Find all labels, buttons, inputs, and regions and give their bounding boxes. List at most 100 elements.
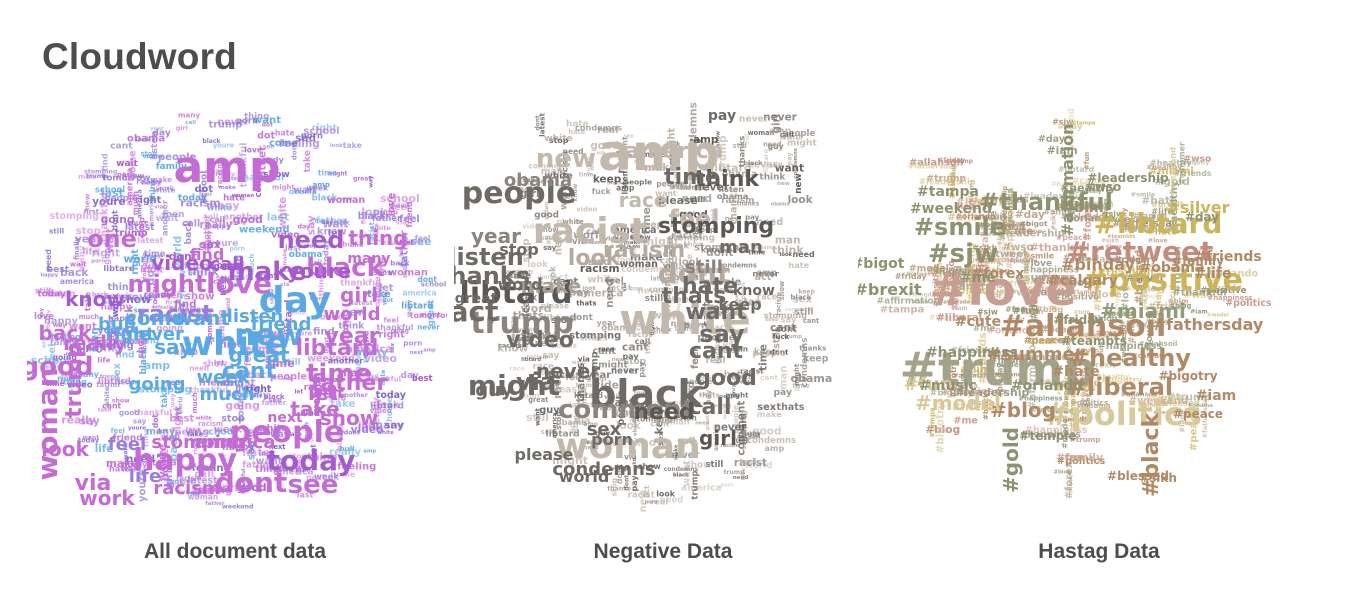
cloud-word: look — [780, 252, 793, 258]
cloud-word: #calgary — [1132, 351, 1168, 360]
cloud-word: #blog — [1091, 313, 1118, 323]
cloud-word: #affirmation — [951, 266, 1010, 276]
cloud-word: dont — [570, 313, 594, 323]
cloud-word: need — [44, 249, 53, 272]
cloud-word: girl — [164, 470, 175, 489]
cloud-word: trump — [724, 469, 746, 476]
cloud-word: #music — [967, 264, 989, 270]
cloud-word: good — [695, 366, 757, 391]
cloud-word: #obama — [977, 221, 1026, 233]
cloud-word: girl — [176, 124, 188, 132]
cloud-word: time — [509, 271, 531, 281]
cloud-word: amp — [765, 443, 785, 453]
cloud-word: world — [178, 397, 184, 415]
cloud-word: amp — [769, 127, 792, 137]
cloud-word: take — [156, 313, 181, 324]
cloud-word: right — [130, 249, 141, 275]
cloud-word: #bigotry — [949, 361, 958, 398]
cloud-word: #family — [1056, 451, 1103, 464]
cloud-word: libtard — [460, 276, 573, 311]
cloud-word: porn — [230, 246, 245, 252]
cloud-word: come — [245, 343, 276, 355]
cloud-word: back — [398, 242, 404, 257]
cloud-word: never — [714, 423, 747, 434]
cloud-word: #forex — [1064, 461, 1075, 499]
cloud-word: find — [313, 327, 335, 338]
cloud-word: keep — [638, 220, 663, 231]
cloud-word: #positive — [1083, 263, 1243, 298]
cloud-word: show — [203, 359, 228, 369]
cloud-word: first — [150, 318, 164, 324]
cloud-word: thanks — [737, 136, 747, 168]
cloud-word: feeling — [170, 427, 209, 438]
cloud-word: finally — [46, 310, 52, 329]
cloud-word: act — [454, 295, 498, 328]
cloud-word: porn — [739, 282, 747, 299]
cloud-word: #summer — [986, 344, 1083, 365]
cloud-word: many — [372, 419, 405, 431]
cloud-word: obama — [313, 376, 338, 384]
cloud-word: #teambts — [1137, 252, 1150, 312]
cloud-word: work — [124, 444, 130, 460]
cloud-word: cant — [650, 419, 669, 428]
cloud-word: #healthy — [1146, 164, 1182, 172]
cloud-word: latest — [352, 299, 373, 307]
cloud-word: people — [105, 194, 138, 204]
cloud-word: dot — [257, 130, 275, 141]
cloud-word: think — [187, 265, 219, 278]
cloud-word: #allahsoil — [947, 211, 1007, 224]
cloud-word: latest — [569, 400, 594, 409]
cloud-word: sad — [108, 306, 120, 312]
cloud-word: pay — [569, 288, 590, 299]
cloud-word: #tampa — [1016, 352, 1059, 363]
cloud-word: word — [497, 275, 542, 294]
cloud-word: thats — [714, 346, 737, 355]
cloud-word: #healthy — [951, 272, 989, 281]
cloud-word: man — [775, 235, 801, 247]
cloud-word: woman — [679, 183, 710, 192]
cloud-word: going — [87, 338, 108, 346]
cloud-word: #smile — [952, 164, 958, 187]
cloud-word: stomping — [142, 253, 148, 283]
cloud-word: call — [677, 436, 695, 447]
cloud-word: #friday — [938, 157, 966, 165]
cloud-word: trump — [634, 391, 652, 397]
cloud-word: last — [342, 314, 349, 327]
cloud-word: pay — [773, 387, 791, 398]
cloud-word: youre — [209, 238, 239, 249]
cloud-word: #happiness — [1098, 341, 1163, 352]
cloud-word: might — [643, 235, 679, 248]
cloud-word: time — [792, 382, 810, 390]
cloud-word: act — [569, 421, 576, 432]
cloud-word: woman — [511, 316, 517, 339]
cloud-word: hate — [788, 260, 809, 270]
cloud-word: via — [597, 150, 606, 156]
cloud-word: #tampa — [981, 257, 1008, 264]
cloud-word: people — [684, 377, 713, 386]
cloud-word: look — [167, 477, 185, 486]
cloud-word: men — [161, 432, 180, 441]
cloud-word: dont — [310, 295, 326, 302]
cloud-word: #friends — [1194, 249, 1261, 265]
cloud-word: show — [263, 170, 290, 180]
cloud-word: thankful — [238, 173, 285, 184]
cloud-word: guy — [549, 286, 562, 293]
cloud-word: need — [604, 279, 616, 308]
cloud-word: pay — [630, 475, 639, 492]
cloud-word: stop — [521, 238, 532, 262]
cloud-word: still — [705, 460, 723, 470]
cloud-word: #blm — [1062, 200, 1103, 216]
cloud-word: #happiness — [1018, 394, 1062, 402]
cloud-word: black — [358, 211, 387, 222]
cloud-word: #positive — [930, 263, 940, 307]
cloud-word: #model — [909, 263, 949, 274]
cloud-word: friend — [251, 314, 312, 335]
cloud-word: white — [153, 185, 176, 194]
cloud-word: amp — [598, 124, 720, 182]
cloud-word: might — [328, 172, 347, 178]
cloud-word: love — [244, 145, 262, 154]
cloud-word: #weekend — [1129, 396, 1189, 407]
cloud-word: stop — [549, 136, 569, 145]
cloud-word: #hate — [1148, 228, 1178, 238]
cloud-word: #bigotry — [1158, 369, 1217, 383]
